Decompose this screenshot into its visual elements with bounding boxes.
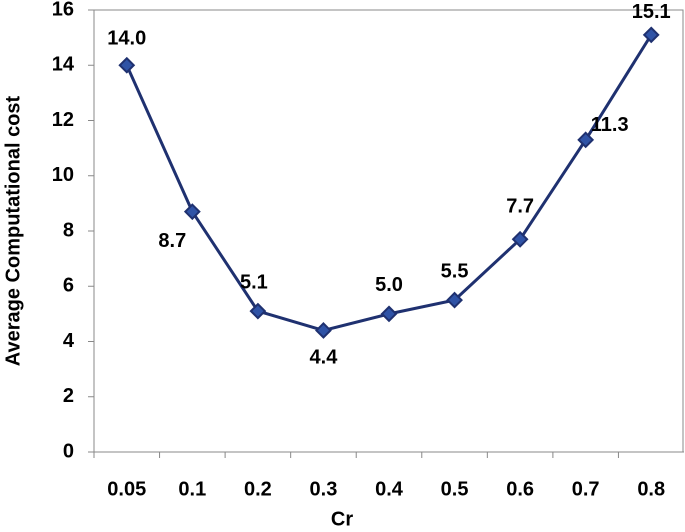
x-tick-label: 0.8: [637, 478, 665, 500]
data-label: 8.7: [158, 230, 186, 252]
y-tick-label: 4: [63, 330, 75, 352]
y-tick-label: 2: [63, 385, 74, 407]
data-point: [315, 322, 332, 339]
data-point: [446, 291, 463, 309]
x-tick-label: 0.2: [244, 478, 272, 500]
y-tick-label: 8: [63, 219, 74, 241]
data-label: 15.1: [632, 1, 671, 23]
data-point: [118, 56, 136, 74]
data-point: [577, 131, 595, 149]
data-label: 5.5: [441, 260, 469, 282]
y-tick-label: 6: [63, 275, 74, 297]
x-tick-label: 0.5: [441, 478, 469, 500]
data-point: [249, 302, 267, 320]
data-point: [380, 305, 398, 323]
x-tick-label: 0.1: [178, 478, 206, 500]
data-point: [642, 26, 660, 44]
x-tick-label: 0.6: [506, 478, 534, 500]
data-label: 5.1: [240, 271, 268, 293]
x-tick-label: 0.05: [107, 478, 146, 500]
data-label: 5.0: [375, 274, 403, 296]
x-axis-label: Cr: [331, 508, 353, 530]
data-label: 7.7: [506, 196, 534, 218]
data-label: 4.4: [310, 347, 339, 369]
x-tick-label: 0.3: [310, 478, 338, 500]
x-tick-label: 0.7: [572, 478, 600, 500]
data-point: [183, 203, 201, 221]
data-label: 14.0: [107, 28, 146, 50]
y-tick-label: 14: [52, 54, 75, 76]
y-tick-label: 0: [63, 440, 74, 462]
data-point: [511, 230, 529, 248]
x-tick-label: 0.4: [375, 478, 404, 500]
y-tick-label: 10: [52, 164, 74, 186]
y-tick-label: 16: [52, 0, 74, 20]
y-tick-label: 12: [52, 109, 74, 131]
data-label: 11.3: [591, 114, 629, 136]
y-axis-label: Average Computational cost: [2, 95, 24, 366]
